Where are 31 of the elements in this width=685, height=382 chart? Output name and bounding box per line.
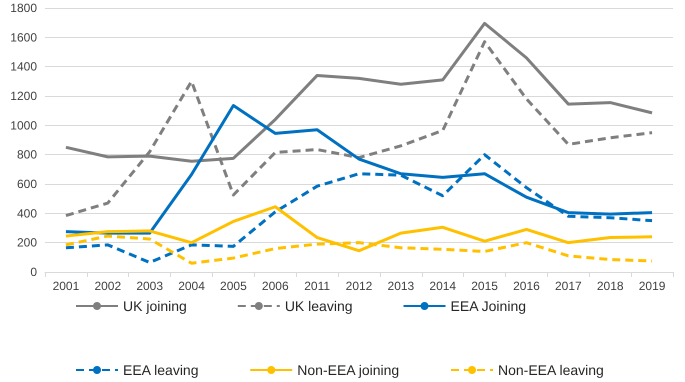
x-tick-label: 2005 [220,279,248,293]
x-tick-label: 2004 [178,279,206,293]
legend-label: EEA Joining [450,298,526,314]
y-tick-label: 1600 [10,30,38,44]
y-tick-label: 1400 [10,60,38,74]
legend-label: UK joining [123,298,187,314]
y-tick-label: 200 [16,236,38,250]
legend-label: Non-EEA leaving [498,362,604,378]
x-tick-label: 2015 [471,279,498,293]
legend-label: EEA leaving [123,362,198,378]
legend-label: Non-EEA joining [297,362,400,378]
y-tick-label: 800 [16,148,38,162]
y-tick-label: 0 [30,265,38,279]
x-tick-label: 2018 [596,279,624,293]
x-tick-label: 2014 [429,279,456,293]
x-tick-label: 2019 [638,279,666,293]
x-tick-label: 2013 [388,279,415,293]
y-tick-label: 1000 [10,118,38,132]
y-tick-label: 1200 [10,89,38,103]
y-tick-label: 400 [16,206,38,220]
x-tick-label: 2002 [94,279,122,293]
x-tick-label: 2012 [346,279,373,293]
x-tick-label: 2003 [136,279,164,293]
x-tick-label: 2001 [52,279,80,293]
x-tick-label: 2011 [304,279,330,293]
legend-label: UK leaving [284,298,353,314]
x-tick-label: 2006 [262,279,289,293]
x-tick-label: 2016 [513,279,540,293]
y-tick-label: 1800 [10,1,38,15]
x-tick-label: 2017 [554,279,582,293]
y-tick-label: 600 [16,177,38,191]
